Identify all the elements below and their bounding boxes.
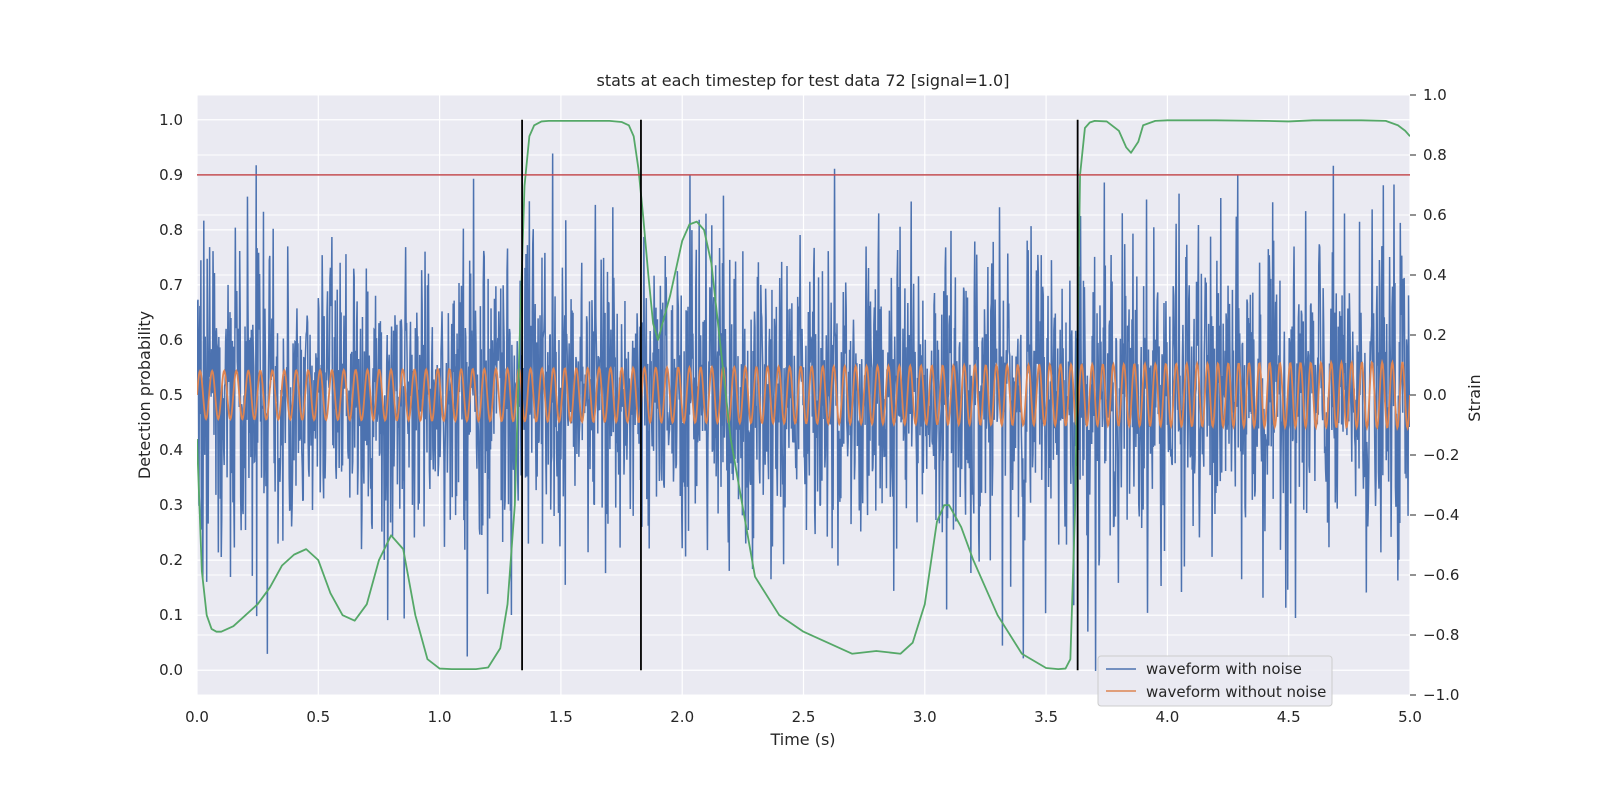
y-axis-label-right: Strain (1465, 374, 1484, 421)
clean-waveform-line (197, 358, 1410, 432)
axis-ticks: 0.0 0.5 1.0 1.5 2.0 2.5 3.0 3.5 4.0 4.5 5.0 0.0 0.1 0… (159, 86, 1459, 726)
legend-label-noise: waveform with noise (1146, 660, 1302, 678)
x-tick-label: 1.0 (428, 708, 452, 726)
y-tick-label-left: 0.5 (159, 386, 183, 404)
x-tick-label: 2.5 (792, 708, 816, 726)
x-tick-label: 4.5 (1277, 708, 1301, 726)
y-tick-label-left: 0.2 (159, 551, 183, 569)
chart-title: stats at each timestep for test data 72 … (597, 71, 1010, 90)
y-tick-label-left: 0.3 (159, 496, 183, 514)
reference-lines (197, 119, 1410, 671)
y-tick-label-left: 0.9 (159, 166, 183, 184)
y-tick-label-right: 0.0 (1423, 386, 1447, 404)
y-tick-label-right: −0.2 (1423, 446, 1459, 464)
y-tick-label-right: 0.8 (1423, 146, 1447, 164)
y-tick-label-left: 0.4 (159, 441, 183, 459)
x-tick-label: 5.0 (1398, 708, 1422, 726)
x-tick-label: 3.0 (913, 708, 937, 726)
y-tick-label-left: 1.0 (159, 111, 183, 129)
x-axis-label: Time (s) (769, 730, 835, 749)
y-tick-label-left: 0.0 (159, 661, 183, 679)
y-tick-label-right: 0.6 (1423, 206, 1447, 224)
y-axis-label-left: Detection probability (135, 311, 154, 479)
y-tick-label-left: 0.8 (159, 221, 183, 239)
y-tick-label-right: −0.6 (1423, 566, 1459, 584)
legend-box (1097, 655, 1333, 707)
y-tick-label-left: 0.6 (159, 331, 183, 349)
x-tick-label: 4.0 (1155, 708, 1179, 726)
y-tick-label-left: 0.1 (159, 606, 183, 624)
x-tick-label: 0.0 (185, 708, 209, 726)
x-tick-label: 1.5 (549, 708, 573, 726)
y-tick-label-right: 0.2 (1423, 326, 1447, 344)
y-tick-label-right: −0.4 (1423, 506, 1459, 524)
clean-waveform-series (197, 358, 1410, 432)
y-tick-label-right: 0.4 (1423, 266, 1447, 284)
x-tick-label: 3.5 (1034, 708, 1058, 726)
legend: waveform with noise waveform without noi… (1097, 655, 1333, 707)
y-tick-label-right: −0.8 (1423, 626, 1459, 644)
x-tick-label: 0.5 (306, 708, 330, 726)
y-tick-label-right: 1.0 (1423, 86, 1447, 104)
legend-label-clean: waveform without noise (1146, 683, 1326, 701)
y-tick-label-right: −1.0 (1423, 686, 1459, 704)
detection-probability-series (197, 119, 1410, 671)
detection-probability-line (197, 119, 1410, 671)
x-tick-label: 2.0 (670, 708, 694, 726)
y-tick-label-left: 0.7 (159, 276, 183, 294)
